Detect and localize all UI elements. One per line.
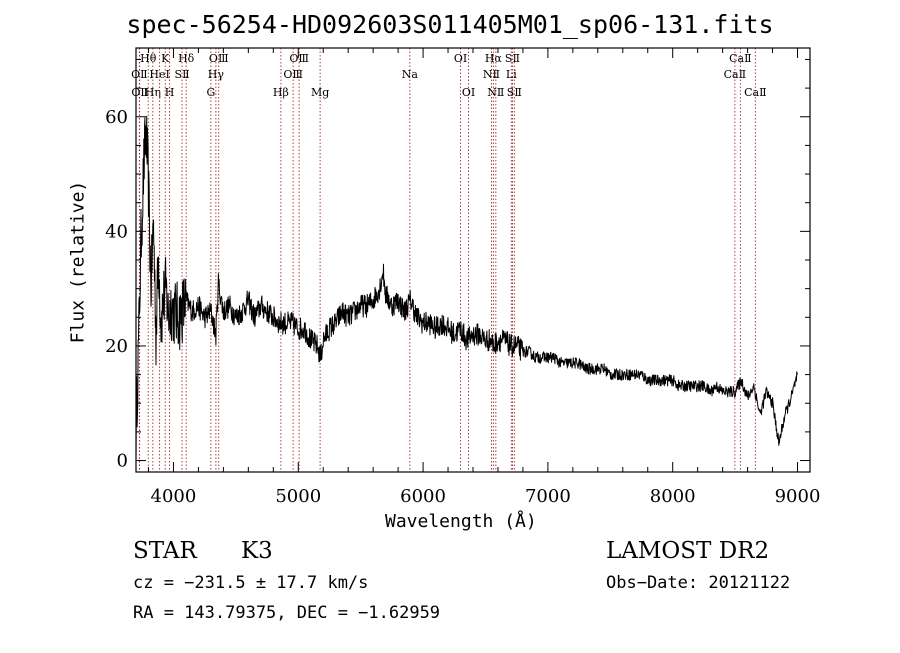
coordinates: RA = 143.79375, DEC = −1.62959 <box>133 603 441 623</box>
line-marker-label: SⅡ <box>175 68 190 81</box>
line-marker-label: NⅡ <box>487 86 504 99</box>
y-axis-label: Flux (relative) <box>67 180 89 344</box>
line-marker-label: H <box>165 86 175 99</box>
y-tick-label: 40 <box>105 221 128 242</box>
redshift-cz: cz = −231.5 ± 17.7 km/s <box>133 573 369 593</box>
line-marker-label: Hα <box>485 52 503 65</box>
x-tick-label: 8000 <box>650 486 696 507</box>
x-tick-label: 4000 <box>151 486 197 507</box>
x-tick-label: 9000 <box>775 486 821 507</box>
y-tick-label: 60 <box>105 107 128 128</box>
line-marker-label: OⅢ <box>209 52 229 65</box>
y-tick-label: 0 <box>117 451 128 472</box>
line-marker-label: OⅢ <box>289 52 309 65</box>
line-marker-label: NⅡ <box>483 68 500 81</box>
observation-date: Obs−Date: 20121122 <box>606 573 791 593</box>
survey-name: LAMOST DR2 <box>606 538 770 564</box>
x-axis-label: Wavelength (Å) <box>385 511 537 532</box>
y-tick-label: 20 <box>105 336 128 357</box>
plot-frame <box>135 47 811 473</box>
line-marker-label: CaⅡ <box>744 86 766 99</box>
line-marker-label: CaⅡ <box>729 52 751 65</box>
x-tick-label: 5000 <box>275 486 321 507</box>
x-tick-label: 6000 <box>400 486 446 507</box>
line-marker-label: Hθ <box>140 52 157 65</box>
line-marker-label: Hγ <box>208 68 225 81</box>
line-marker-label: K <box>161 52 170 65</box>
line-marker-label: Hη <box>145 86 161 99</box>
object-class: STAR <box>133 538 197 564</box>
x-tick-label: 7000 <box>525 486 571 507</box>
line-marker-label: Hδ <box>178 52 195 65</box>
line-marker-label: CaⅡ <box>724 68 746 81</box>
line-marker-label: Na <box>402 68 419 81</box>
line-marker-label: OⅠ <box>454 52 467 65</box>
chart-title: spec-56254-HD092603S011405M01_sp06-131.f… <box>126 10 774 39</box>
line-marker-label: HeⅠ <box>149 68 169 81</box>
spectrum-line <box>135 115 798 460</box>
line-marker-label: OⅡ <box>131 68 148 81</box>
line-marker-label: OⅠ <box>462 86 475 99</box>
line-marker-label: Hβ <box>273 86 289 99</box>
line-marker-label: SⅡ <box>507 86 522 99</box>
line-marker-label: SⅡ <box>505 52 520 65</box>
line-marker-label: OⅢ <box>283 68 303 81</box>
object-subclass: K3 <box>241 538 273 564</box>
line-marker-label: Mg <box>311 86 329 99</box>
line-marker-label: Li <box>506 68 517 81</box>
line-marker-label: G <box>206 86 215 99</box>
